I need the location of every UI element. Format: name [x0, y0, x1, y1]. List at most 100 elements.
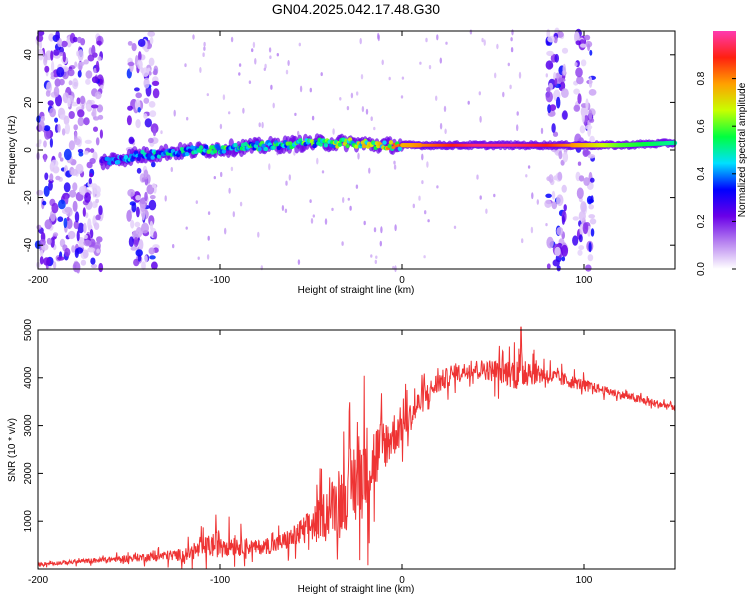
spectrogram-noise-blob — [379, 240, 382, 247]
spectrogram-noise-blob — [224, 227, 227, 235]
colorbar-gradient — [713, 31, 736, 269]
spectrogram-noise-blob — [61, 128, 66, 136]
spectrogram-ridge — [221, 149, 227, 154]
spectrogram-noise-blob — [153, 231, 158, 240]
snr-x-tick-label: 100 — [576, 575, 593, 586]
spectrogram-noise-blob — [71, 245, 76, 253]
spectrogram-noise-blob — [87, 247, 96, 253]
spectrogram-noise-blob — [148, 101, 156, 108]
spectrogram-noise-blob — [370, 254, 373, 258]
spectrogram-noise-blob — [127, 189, 136, 197]
spectrogram-noise-blob — [126, 115, 132, 126]
spectrogram-noise-blob — [553, 35, 558, 44]
spectrogram-noise-blob — [393, 160, 396, 165]
spectrogram-noise-blob — [544, 199, 552, 208]
spectrogram-noise-blob — [276, 53, 279, 57]
spectrogram-noise-blob — [561, 215, 566, 225]
spectrogram-noise-blob — [185, 226, 188, 230]
colorbar-tick-label: 0.8 — [696, 71, 707, 85]
spectrogram-noise-blob — [562, 110, 568, 120]
spectrogram-noise-blob — [184, 63, 187, 68]
spectrogram-noise-blob — [39, 249, 44, 257]
spectrogram-noise-blob — [206, 254, 210, 260]
spectrogram-noise-blob — [76, 230, 80, 242]
spectrogram-noise-blob — [510, 47, 514, 53]
spectrogram-noise-blob — [368, 167, 371, 174]
spectrogram-noise-blob — [49, 107, 56, 118]
spectrogram-noise-blob — [478, 91, 481, 96]
snr-plot-area — [38, 330, 675, 569]
spectrogram-noise-blob — [426, 161, 429, 168]
spectrogram-noise-blob — [439, 122, 443, 130]
spectrogram-noise-blob — [219, 123, 223, 130]
spectrogram-ridge — [156, 154, 162, 159]
spectrogram-noise-blob — [518, 71, 522, 79]
spectrogram-noise-blob — [574, 31, 580, 44]
spectrogram-noise-blob — [494, 72, 497, 79]
spectrogram-noise-blob — [68, 80, 73, 86]
spectrogram-noise-blob — [545, 60, 554, 70]
spectrogram-noise-blob — [84, 192, 91, 203]
spectrogram-noise-blob — [588, 214, 596, 219]
spectrogram-noise-blob — [43, 185, 50, 197]
spectrogram-noise-blob — [485, 208, 488, 214]
spectrogram-y-label: Frequency (Hz) — [7, 116, 18, 185]
colorbar-tick-label: 0.2 — [696, 214, 707, 228]
spectrogram-noise-blob — [173, 109, 176, 117]
spectrogram-noise-blob — [574, 62, 578, 67]
spectrogram-noise-blob — [77, 49, 84, 62]
spectrogram-noise-blob — [436, 185, 439, 189]
spectrogram-noise-blob — [47, 100, 54, 106]
spectrogram-y-tick-label: 40 — [23, 49, 34, 61]
spectrogram-noise-blob — [268, 163, 271, 171]
spectrogram-ridge — [263, 146, 269, 152]
spectrogram-noise-blob — [98, 205, 103, 216]
spectrogram-noise-blob — [320, 72, 323, 77]
spectrogram-noise-blob — [545, 193, 552, 198]
spectrogram-noise-blob — [95, 60, 100, 73]
spectrogram-noise-blob — [481, 37, 484, 43]
snr-x-tick-label: 0 — [399, 575, 405, 586]
spectrogram-noise-blob — [55, 175, 61, 181]
spectrogram-noise-blob — [272, 102, 275, 109]
spectrogram-noise-blob — [373, 126, 376, 131]
colorbar: 0.0 0.2 0.4 0.6 0.8 Normalized spectral ampl… — [696, 31, 748, 276]
spectrogram-noise-blob — [297, 259, 301, 265]
spectrogram-noise-blob — [77, 222, 85, 234]
spectrogram-noise-blob — [400, 95, 404, 99]
spectrogram-noise-blob — [428, 65, 432, 70]
spectrogram-noise-blob — [131, 230, 140, 240]
spectrogram-noise-blob — [349, 205, 352, 211]
spectrogram-noise-blob — [130, 246, 138, 251]
spectrogram-noise-blob — [412, 203, 415, 209]
spectrogram-noise-blob — [561, 184, 567, 193]
spectrogram-noise-blob — [48, 181, 53, 191]
spectrogram-noise-blob — [98, 262, 104, 273]
spectrogram-noise-blob — [435, 95, 438, 101]
spectrogram-noise-blob — [46, 237, 52, 245]
spectrogram-noise-blob — [242, 107, 245, 114]
spectrogram-noise-blob — [78, 151, 84, 157]
spectrogram-noise-blob — [554, 78, 558, 87]
spectrogram-noise-blob — [197, 256, 200, 260]
spectrogram-noise-blob — [91, 104, 99, 109]
spectrogram-ridge — [337, 142, 343, 147]
spectrogram-noise-blob — [419, 61, 422, 65]
spectrogram-noise-blob — [127, 41, 133, 46]
spectrogram-noise-blob — [270, 84, 273, 90]
spectrogram-noise-blob — [55, 94, 62, 107]
spectrogram-noise-blob — [80, 95, 86, 105]
spectrogram-noise-blob — [540, 127, 544, 135]
spectrogram-noise-blob — [67, 230, 76, 240]
spectrogram-noise-blob — [148, 71, 152, 76]
spectrogram-noise-blob — [127, 61, 135, 67]
spectrogram-noise-blob — [76, 262, 81, 274]
spectrogram-x-tick-label: 100 — [576, 275, 593, 286]
spectrogram-noise-blob — [375, 255, 378, 259]
spectrogram-noise-blob — [423, 255, 426, 259]
spectrogram-noise-blob — [137, 59, 143, 70]
spectrogram-ridge — [382, 140, 387, 145]
spectrogram-ridge — [116, 159, 121, 165]
spectrogram-noise-blob — [588, 242, 592, 253]
